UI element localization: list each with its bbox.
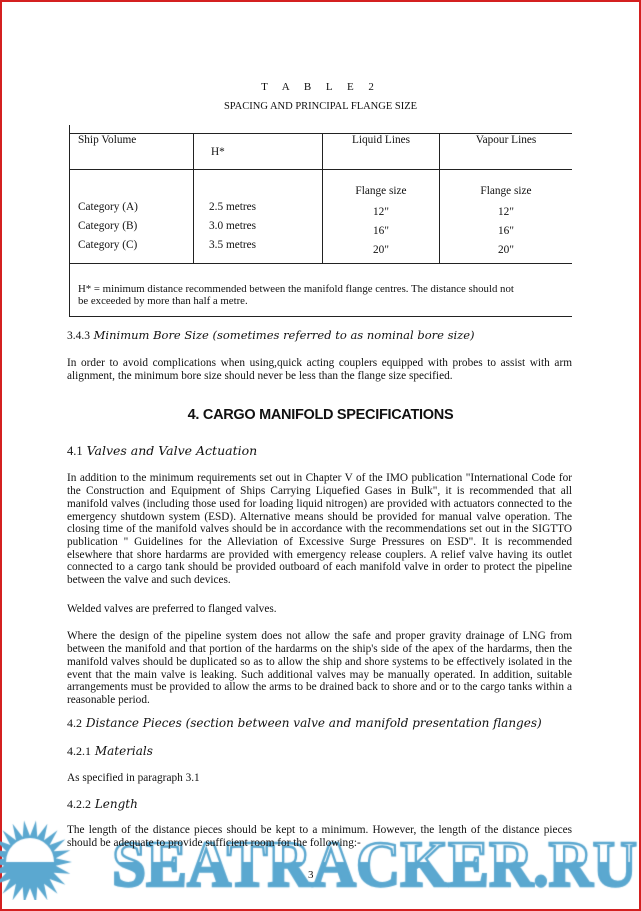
heading-number: 4.1 xyxy=(67,444,83,459)
table-rule xyxy=(69,133,572,134)
header-h: H* xyxy=(211,146,225,158)
row-b-h: 3.0 metres xyxy=(209,220,257,232)
heading-4-2-1: 4.2.1 Materials xyxy=(67,744,572,758)
heading-title: Minimum Bore Size (sometimes referred to… xyxy=(93,328,475,342)
table-rule xyxy=(322,133,323,263)
section-4-title: 4. CARGO MANIFOLD SPECIFICATIONS xyxy=(187,407,454,424)
row-c-h: 3.5 metres xyxy=(209,239,257,251)
page-number: 3 xyxy=(308,869,314,881)
body-text: 3.4.3 Minimum Bore Size (sometimes refer… xyxy=(67,328,572,850)
heading-4-1: 4.1 Valves and Valve Actuation xyxy=(67,443,572,459)
header-liquid-lines: Liquid Lines xyxy=(351,134,411,146)
table-rule xyxy=(69,125,70,316)
row-a-h: 2.5 metres xyxy=(209,201,257,213)
vapour-flange-size-label: Flange size xyxy=(480,185,532,197)
heading-title: Distance Pieces (section between valve a… xyxy=(85,715,542,730)
heading-number: 4.2.2 xyxy=(67,797,91,812)
paragraph-valves-1: In addition to the minimum requirements … xyxy=(67,472,572,587)
table-rule xyxy=(193,133,194,263)
table-title: SPACING AND PRINCIPAL FLANGE SIZE xyxy=(223,101,418,112)
row-b-vapour: 16" xyxy=(498,225,514,237)
liquid-flange-size-label: Flange size xyxy=(355,185,407,197)
heading-title: Length xyxy=(94,797,138,812)
table-rule xyxy=(69,169,572,170)
heading-title: Valves and Valve Actuation xyxy=(86,443,258,459)
table-label: T A B L E 2 xyxy=(261,81,380,93)
row-a-category: Category (A) xyxy=(78,201,138,213)
heading-4-2-2: 4.2.2 Length xyxy=(67,797,572,811)
table-rule xyxy=(69,263,572,264)
heading-4-2: 4.2 Distance Pieces (section between val… xyxy=(67,716,572,730)
row-a-vapour: 12" xyxy=(498,206,514,218)
table-footnote-line-1: H* = minimum distance recommended betwee… xyxy=(78,283,514,295)
header-vapour-lines: Vapour Lines xyxy=(475,134,537,146)
row-c-category: Category (C) xyxy=(78,239,138,251)
header-ship-volume: Ship Volume xyxy=(78,134,137,146)
paragraph-bore-size: In order to avoid complications when usi… xyxy=(67,357,572,382)
table-footnote-line-2: be exceeded by more than half a metre. xyxy=(78,295,248,307)
row-a-liquid: 12" xyxy=(373,206,389,218)
paragraph-length: The length of the distance pieces should… xyxy=(67,824,572,850)
heading-number: 3.4.3 xyxy=(67,330,90,342)
paragraph-valves-3: Where the design of the pipeline system … xyxy=(67,630,572,706)
heading-number: 4.2 xyxy=(67,715,82,730)
row-c-vapour: 20" xyxy=(498,244,514,256)
heading-3-4-3: 3.4.3 Minimum Bore Size (sometimes refer… xyxy=(67,328,572,343)
heading-title: Materials xyxy=(94,743,153,758)
row-b-liquid: 16" xyxy=(373,225,389,237)
table-rule xyxy=(69,316,572,317)
row-b-category: Category (B) xyxy=(78,220,138,232)
paragraph-valves-2: Welded valves are preferred to flanged v… xyxy=(67,602,277,615)
seatracker-watermark-logo xyxy=(0,820,641,900)
row-c-liquid: 20" xyxy=(373,244,389,256)
heading-number: 4.2.1 xyxy=(67,743,91,758)
table-rule xyxy=(439,133,440,263)
paragraph-materials: As specified in paragraph 3.1 xyxy=(67,771,200,784)
